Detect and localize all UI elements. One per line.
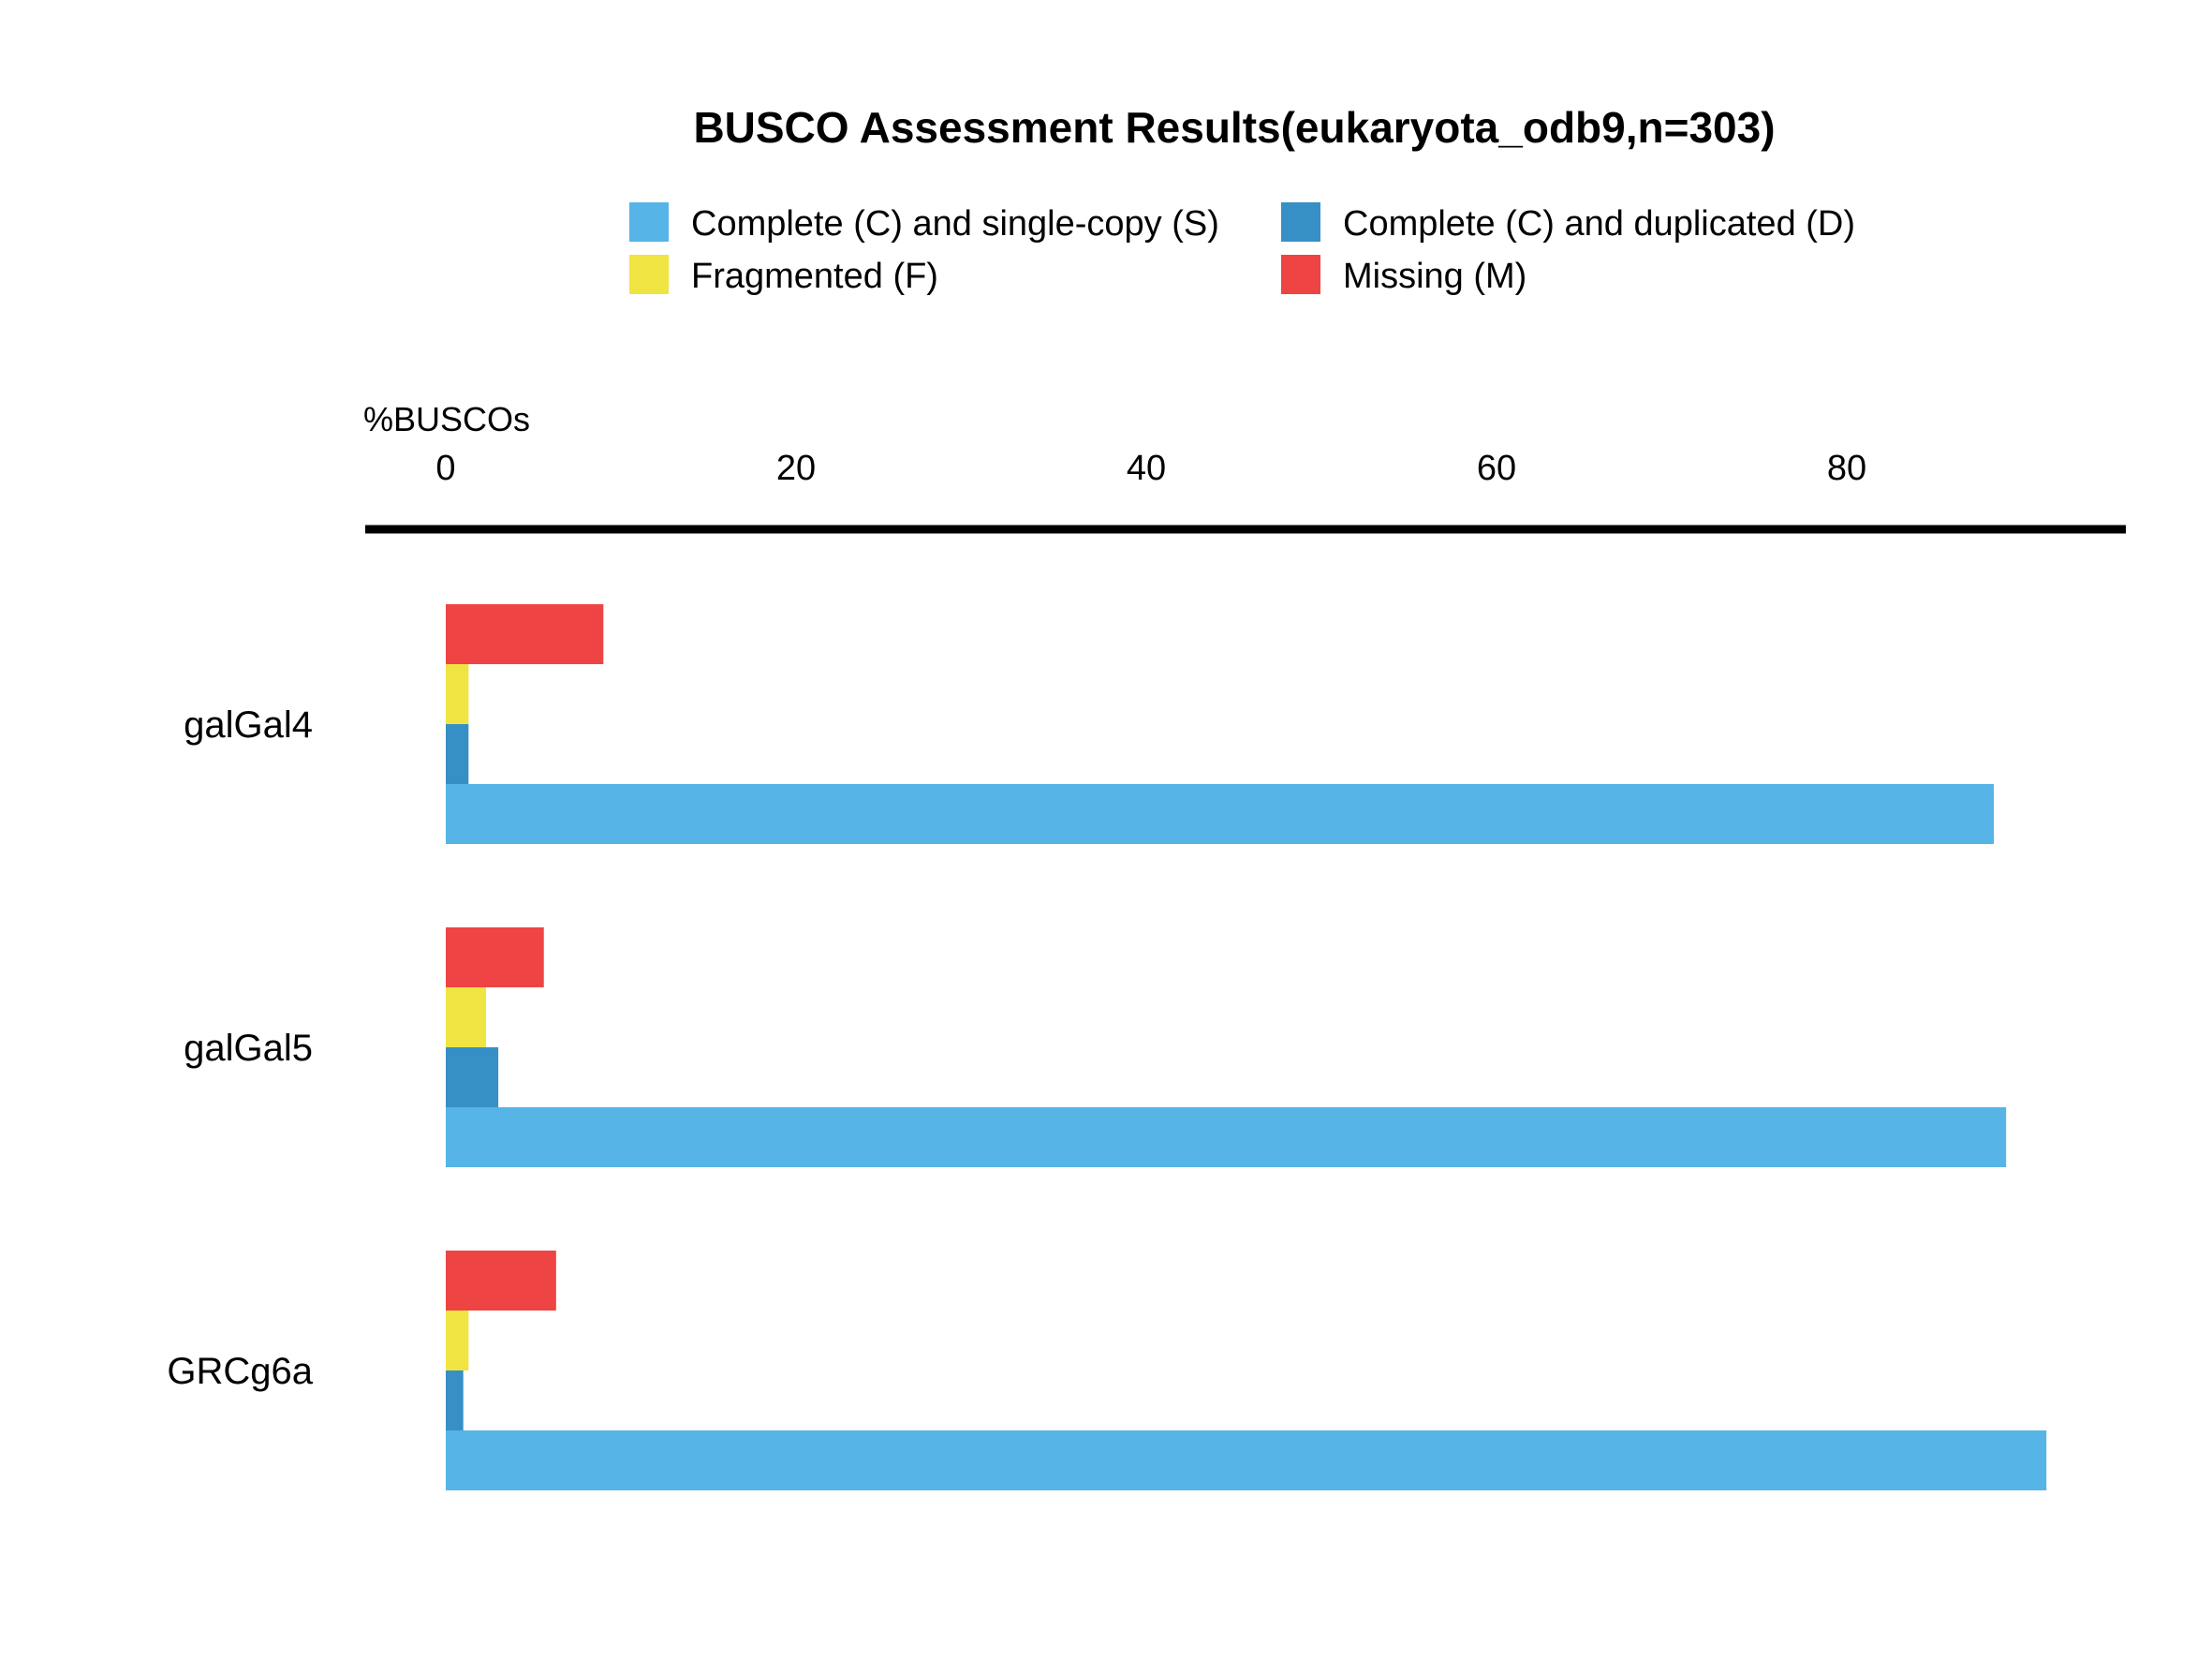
bar-grcg6a-fragmented-f bbox=[446, 1311, 469, 1370]
bar-galgal4-fragmented-f bbox=[446, 664, 469, 724]
x-tick-label: 80 bbox=[1827, 449, 1866, 488]
bar-grcg6a-complete-c-and-duplicated-d bbox=[446, 1370, 464, 1430]
legend-swatch-complete-c-and-duplicated-d bbox=[1281, 202, 1320, 242]
category-label-galgal4: galGal4 bbox=[184, 704, 313, 746]
category-labels: galGal4 galGal5 GRCg6a bbox=[167, 704, 313, 1392]
x-axis-label: %BUSCOs bbox=[363, 400, 530, 438]
legend-swatch-missing-m bbox=[1281, 255, 1320, 294]
bar-galgal5-complete-c-and-single-copy-s bbox=[446, 1107, 2007, 1167]
legend-swatch-fragmented-f bbox=[629, 255, 669, 294]
bar-galgal5-missing-m bbox=[446, 927, 544, 987]
legend-label-fragmented-f: Fragmented (F) bbox=[691, 257, 938, 296]
category-label-galgal5: galGal5 bbox=[184, 1028, 313, 1069]
category-label-grcg6a: GRCg6a bbox=[167, 1351, 313, 1392]
bars-group bbox=[446, 604, 2047, 1490]
bar-galgal5-complete-c-and-duplicated-d bbox=[446, 1047, 499, 1107]
bar-galgal4-missing-m bbox=[446, 604, 604, 664]
x-tick-label: 60 bbox=[1477, 449, 1516, 488]
x-tick-label: 40 bbox=[1127, 449, 1166, 488]
legend-swatch-complete-c-and-single-copy-s bbox=[629, 202, 669, 242]
bar-galgal4-complete-c-and-duplicated-d bbox=[446, 724, 469, 784]
x-tick-label: 0 bbox=[435, 449, 455, 488]
x-axis-ticks: 0 20 40 60 80 bbox=[435, 449, 1866, 488]
bar-galgal5-fragmented-f bbox=[446, 987, 487, 1047]
legend-label-missing-m: Missing (M) bbox=[1343, 257, 1526, 296]
bar-grcg6a-missing-m bbox=[446, 1251, 556, 1311]
bar-galgal4-complete-c-and-single-copy-s bbox=[446, 784, 1995, 844]
legend: Complete (C) and single-copy (S) Complete… bbox=[629, 202, 1855, 296]
legend-label-complete-c-and-single-copy-s: Complete (C) and single-copy (S) bbox=[691, 204, 1219, 244]
chart-title: BUSCO Assessment Results(eukaryota_odb9,… bbox=[693, 103, 1775, 152]
x-tick-label: 20 bbox=[776, 449, 816, 488]
bar-grcg6a-complete-c-and-single-copy-s bbox=[446, 1430, 2047, 1490]
legend-label-complete-c-and-duplicated-d: Complete (C) and duplicated (D) bbox=[1343, 204, 1855, 244]
